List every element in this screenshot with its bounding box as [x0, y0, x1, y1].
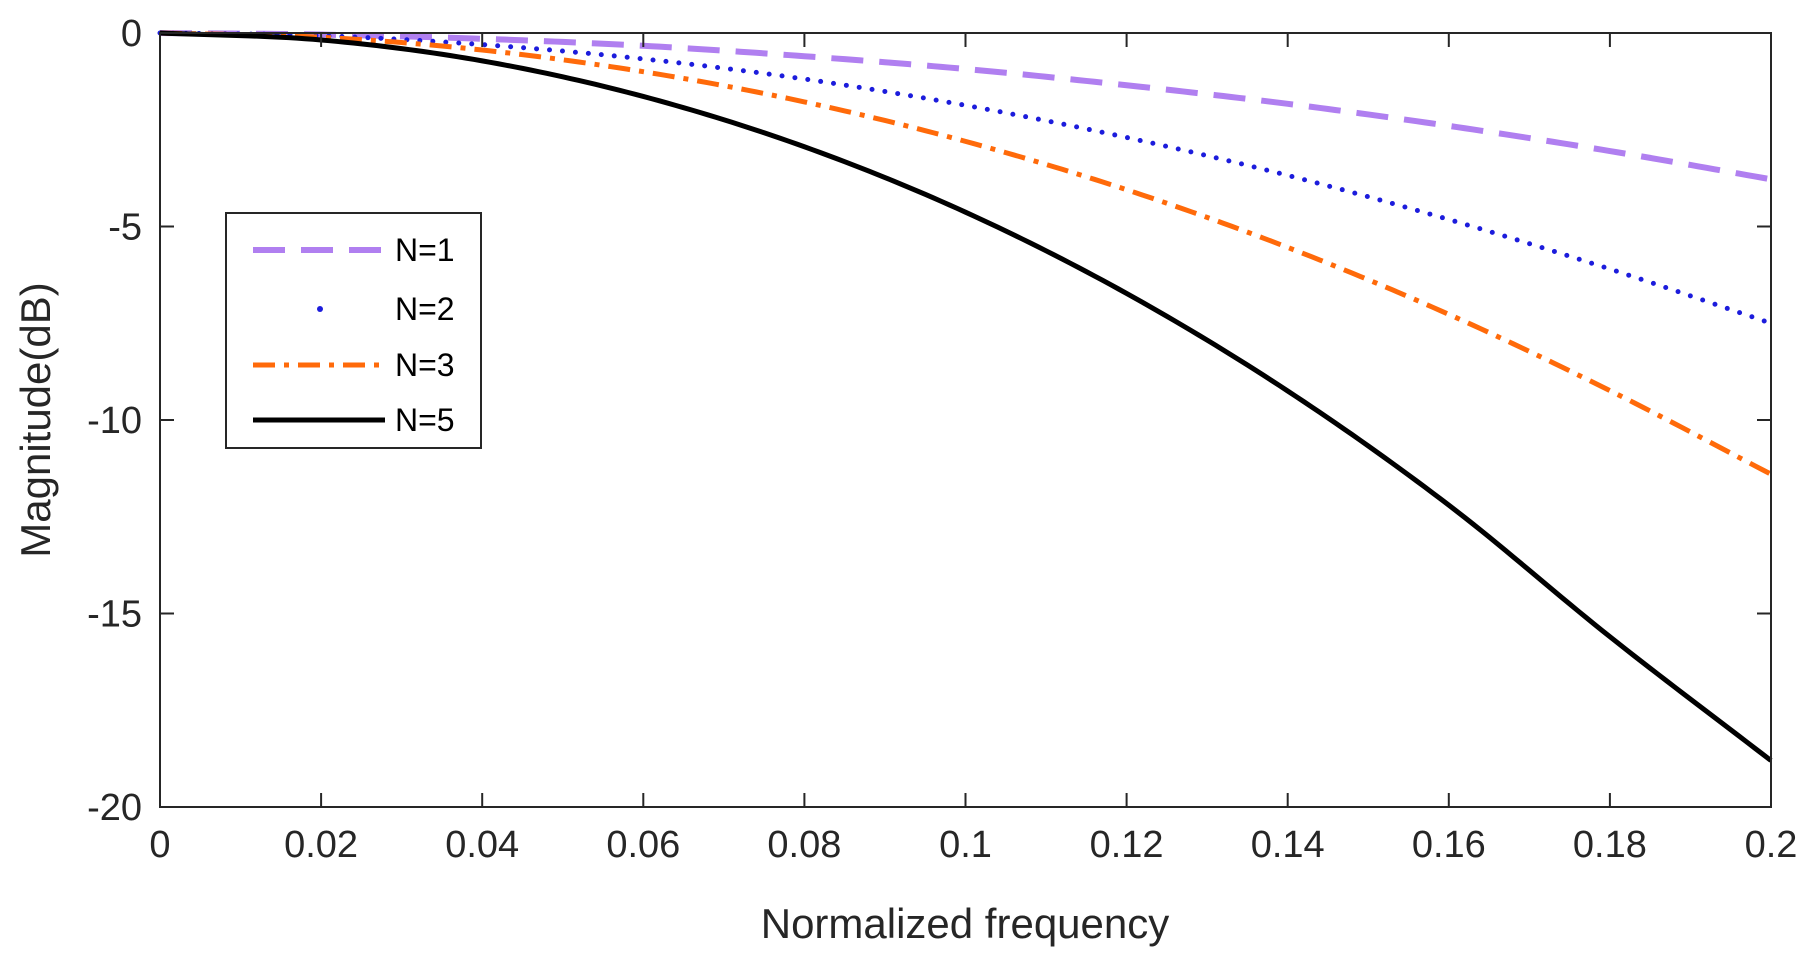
legend: N=1 N=2 N=3 N=5: [225, 212, 482, 449]
x-tick-label: 0.14: [1251, 824, 1325, 866]
y-tick-label: -20: [87, 787, 142, 829]
x-tick-label: 0.18: [1573, 824, 1647, 866]
series-layer: [157, 30, 1774, 763]
legend-entry-n-3: N=3: [253, 347, 455, 383]
y-tick-label: 0: [121, 13, 142, 55]
legend-label: N=3: [395, 347, 455, 383]
series-line-n-2: [157, 30, 1774, 326]
series-line-n-5: [159, 30, 1773, 763]
y-tick-label: -10: [87, 400, 142, 442]
y-tick-label: -5: [108, 207, 142, 249]
legend-entry-n-5: N=5: [253, 402, 455, 438]
y-axis-label: Magnitude(dB): [12, 282, 59, 557]
series-line-n-3: [159, 30, 1773, 477]
legend-label: N=2: [395, 291, 455, 327]
tick-layer: 0 0.02 0.04 0.06 0.08 0.1 0.12 0.14 0.16 0.18 0.2 0…: [87, 13, 1797, 866]
x-tick-label: 0.16: [1412, 824, 1486, 866]
x-axis-label: Normalized frequency: [761, 900, 1170, 947]
legend-label: N=5: [395, 402, 455, 438]
series-line-n-1: [159, 30, 1772, 183]
legend-label: N=1: [395, 232, 455, 268]
y-tick-label: -15: [87, 594, 142, 636]
x-tick-label: 0.2: [1745, 824, 1798, 866]
legend-swatch: [317, 306, 323, 312]
x-tick-label: 0: [149, 824, 170, 866]
legend-entry-n-1: N=1: [253, 232, 455, 268]
x-tick-label: 0.1: [939, 824, 992, 866]
x-tick-label: 0.06: [606, 824, 680, 866]
x-tick-label: 0.04: [445, 824, 519, 866]
x-tick-label: 0.02: [284, 824, 358, 866]
x-tick-label: 0.08: [767, 824, 841, 866]
x-tick-label: 0.12: [1090, 824, 1164, 866]
legend-entries: N=1 N=2 N=3 N=5: [253, 232, 455, 438]
legend-entry-n-2: N=2: [317, 291, 455, 327]
